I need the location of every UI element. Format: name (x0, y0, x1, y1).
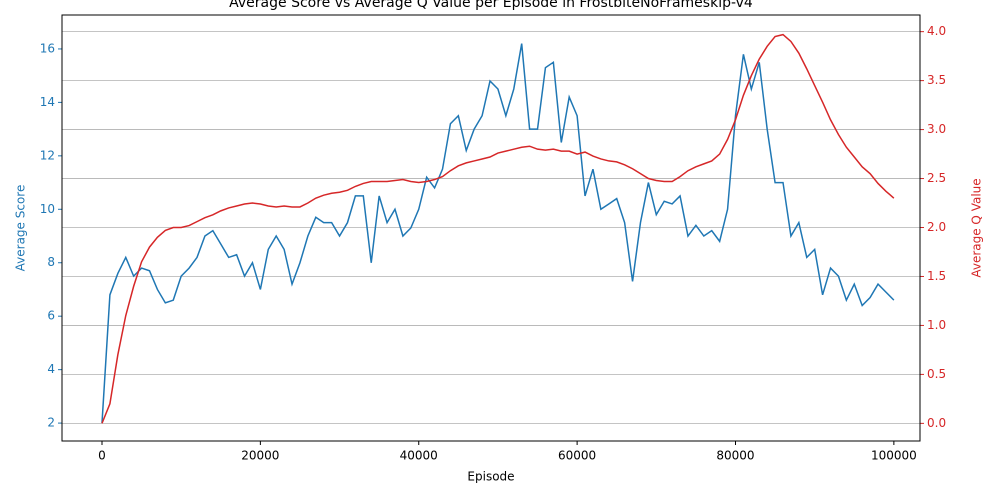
x-tick-label: 40000 (400, 449, 438, 463)
y-tick-label: 2 (47, 416, 55, 430)
x-tick-label: 0 (98, 449, 106, 463)
x-tick-label: 80000 (716, 449, 754, 463)
y2-tick-label: 3.5 (927, 73, 946, 87)
x-tick-label: 60000 (558, 449, 596, 463)
y2-tick-label: 0.0 (927, 416, 946, 430)
y2-tick-label: 0.5 (927, 367, 946, 381)
y2-tick-label: 2.0 (927, 220, 946, 234)
y-tick-label: 10 (40, 202, 55, 216)
x-axis-label: Episode (467, 470, 514, 484)
line-series (101, 43, 895, 424)
y-axis-label: Average Score (14, 185, 28, 272)
y2-tick-label: 1.5 (927, 269, 946, 283)
y-tick-label: 16 (40, 41, 55, 55)
y2-tick-label: 3.0 (927, 122, 946, 136)
y2-tick-label: 1.0 (927, 318, 946, 332)
y-tick-label: 4 (47, 362, 55, 376)
x-tick-label: 20000 (241, 449, 279, 463)
y2-axis-label: Average Q Value (970, 178, 984, 277)
y2-tick-label: 4.0 (927, 24, 946, 38)
plot-frame (61, 14, 921, 442)
y-tick-label: 8 (47, 255, 55, 269)
y-tick-label: 14 (40, 95, 55, 109)
y-tick-label: 12 (40, 148, 55, 162)
x-tick-label: 100000 (871, 449, 917, 463)
y2-tick-label: 2.5 (927, 171, 946, 185)
chart-title: Average Score vs Average Q Value per Epi… (229, 0, 753, 11)
y-tick-label: 6 (47, 309, 55, 323)
line-series (101, 33, 895, 424)
